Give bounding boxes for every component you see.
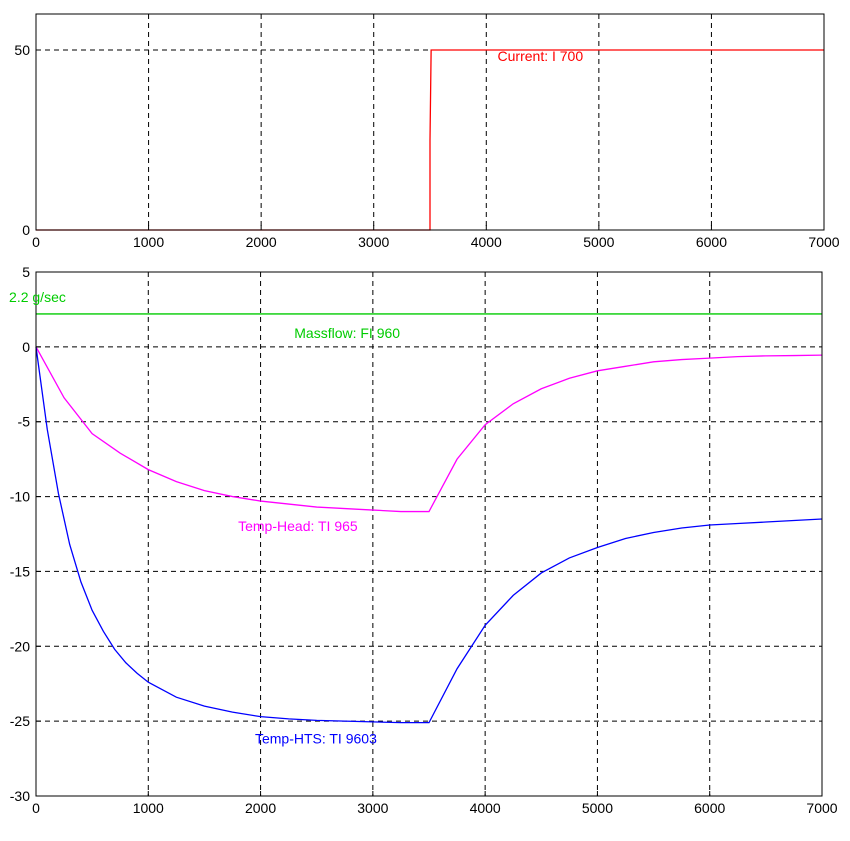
x-tick-label: 4000 [471, 234, 502, 250]
y-tick-label: -30 [10, 788, 30, 804]
y-tick-label: -10 [10, 489, 30, 505]
series-line-1 [35, 346, 823, 513]
y-tick-label: -25 [10, 713, 30, 729]
y-tick-label: 5 [22, 264, 30, 280]
y-tick-label: 0 [22, 339, 30, 355]
annotation-label-3: Temp-HTS: TI 9603 [255, 731, 377, 747]
plot-frame [35, 13, 825, 231]
y-tick-label: 0 [22, 222, 30, 238]
y-tick-label: -20 [10, 638, 30, 654]
x-tick-label: 1000 [133, 800, 164, 816]
x-tick-label: 2000 [246, 234, 277, 250]
x-tick-label: 3000 [358, 234, 389, 250]
y-tick-label: -15 [10, 563, 30, 579]
x-tick-label: 0 [32, 234, 40, 250]
x-tick-label: 3000 [357, 800, 388, 816]
series-line-0 [36, 49, 824, 231]
current-panel: 0 1000 2000 3000 4000 5000 6000 7000 0 50 Current:… [14, 13, 840, 250]
annotation-label-0: Current: I 700 [498, 48, 584, 64]
y-tick-label: -5 [18, 414, 31, 430]
x-tick-label: 4000 [470, 800, 501, 816]
x-tick-label: 1000 [133, 234, 164, 250]
x-tick-label: 2000 [245, 800, 276, 816]
temperature-panel: 0 1000 2000 3000 4000 5000 6000 7000 5 0 -5 -10 -15 -… [9, 264, 838, 816]
x-tick-label: 5000 [583, 234, 614, 250]
x-tick-label: 6000 [696, 234, 727, 250]
annotation-label-2: Temp-Head: TI 965 [238, 518, 358, 534]
plot-frame [35, 271, 823, 797]
x-tick-label: 7000 [808, 234, 839, 250]
series-line-2 [35, 346, 823, 724]
x-tick-label: 5000 [582, 800, 613, 816]
annotation-label-0: 2.2 g/sec [9, 289, 66, 305]
x-tick-label: 0 [32, 800, 40, 816]
annotation-label-1: Massflow: FI 960 [294, 325, 400, 341]
x-tick-label: 6000 [694, 800, 725, 816]
x-tick-label: 7000 [806, 800, 837, 816]
y-tick-label: 50 [14, 42, 30, 58]
